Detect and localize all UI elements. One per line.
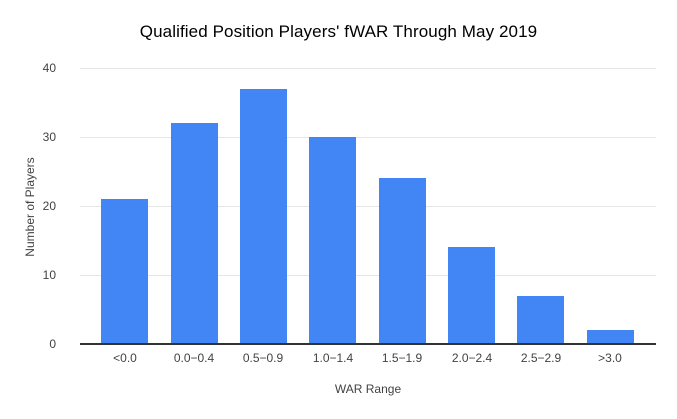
bar [587,330,634,344]
y-tick-label: 40 [42,61,56,75]
y-tick-label: 30 [42,130,56,144]
x-tick-label: 2.5−2.9 [520,351,562,365]
bar [309,137,356,344]
y-tick-label: 10 [42,268,56,282]
bar [517,296,564,344]
bar [171,123,218,344]
x-tick-label: 1.0−1.4 [312,351,354,365]
gridline [80,275,656,276]
x-tick-label: 1.5−1.9 [381,351,423,365]
bar [448,247,495,344]
bar [240,89,287,344]
x-tick-label: <0.0 [113,351,137,365]
y-tick-label: 20 [42,199,56,213]
gridline [80,137,656,138]
x-tick-label: >3.0 [598,351,622,365]
x-tick-label: 0.5−0.9 [242,351,284,365]
gridline [80,68,656,69]
bar [379,178,426,344]
x-axis-line [80,343,656,345]
x-tick-label: 0.0−0.4 [173,351,215,365]
x-tick-label: 2.0−2.4 [451,351,493,365]
chart-title: Qualified Position Players' fWAR Through… [139,22,538,41]
bar [101,199,148,344]
x-axis-title: WAR Range [334,382,402,396]
y-tick-label: 0 [49,337,56,351]
gridline [80,206,656,207]
